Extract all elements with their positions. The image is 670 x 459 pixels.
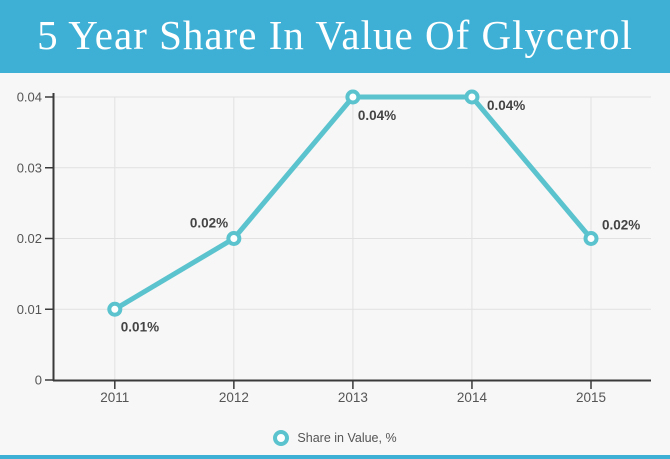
data-point-label: 0.02%	[602, 218, 640, 233]
x-tick-label: 2011	[100, 390, 129, 405]
data-point-label: 0.04%	[487, 98, 525, 113]
legend-series-label: Share in Value, %	[297, 431, 397, 445]
data-point-label: 0.02%	[190, 216, 228, 231]
data-point-label: 0.01%	[121, 319, 159, 334]
data-point-marker[interactable]	[107, 301, 123, 317]
legend-item[interactable]: Share in Value, %	[0, 427, 670, 449]
legend-series-marker-icon	[273, 430, 290, 446]
data-point-marker[interactable]	[583, 231, 599, 246]
data-point-marker[interactable]	[464, 89, 480, 105]
y-tick-label: 0.01	[17, 302, 42, 317]
data-point-marker[interactable]	[345, 89, 361, 105]
chart-header: 5 Year Share In Value Of Glycerol	[0, 0, 670, 73]
x-tick-label: 2014	[457, 390, 488, 405]
y-tick-label: 0.03	[17, 160, 42, 175]
data-point-label: 0.04%	[358, 108, 396, 123]
y-tick-label: 0.02	[17, 231, 42, 246]
data-point-marker[interactable]	[226, 231, 242, 246]
x-tick-label: 2012	[219, 390, 249, 405]
y-tick-label: 0	[35, 373, 42, 388]
chart-title: 5 Year Share In Value Of Glycerol	[37, 12, 633, 58]
x-tick-label: 2015	[576, 390, 606, 405]
x-tick-label: 2013	[338, 390, 368, 405]
bottom-accent-bar	[0, 455, 670, 459]
y-tick-label: 0.04	[17, 90, 42, 105]
